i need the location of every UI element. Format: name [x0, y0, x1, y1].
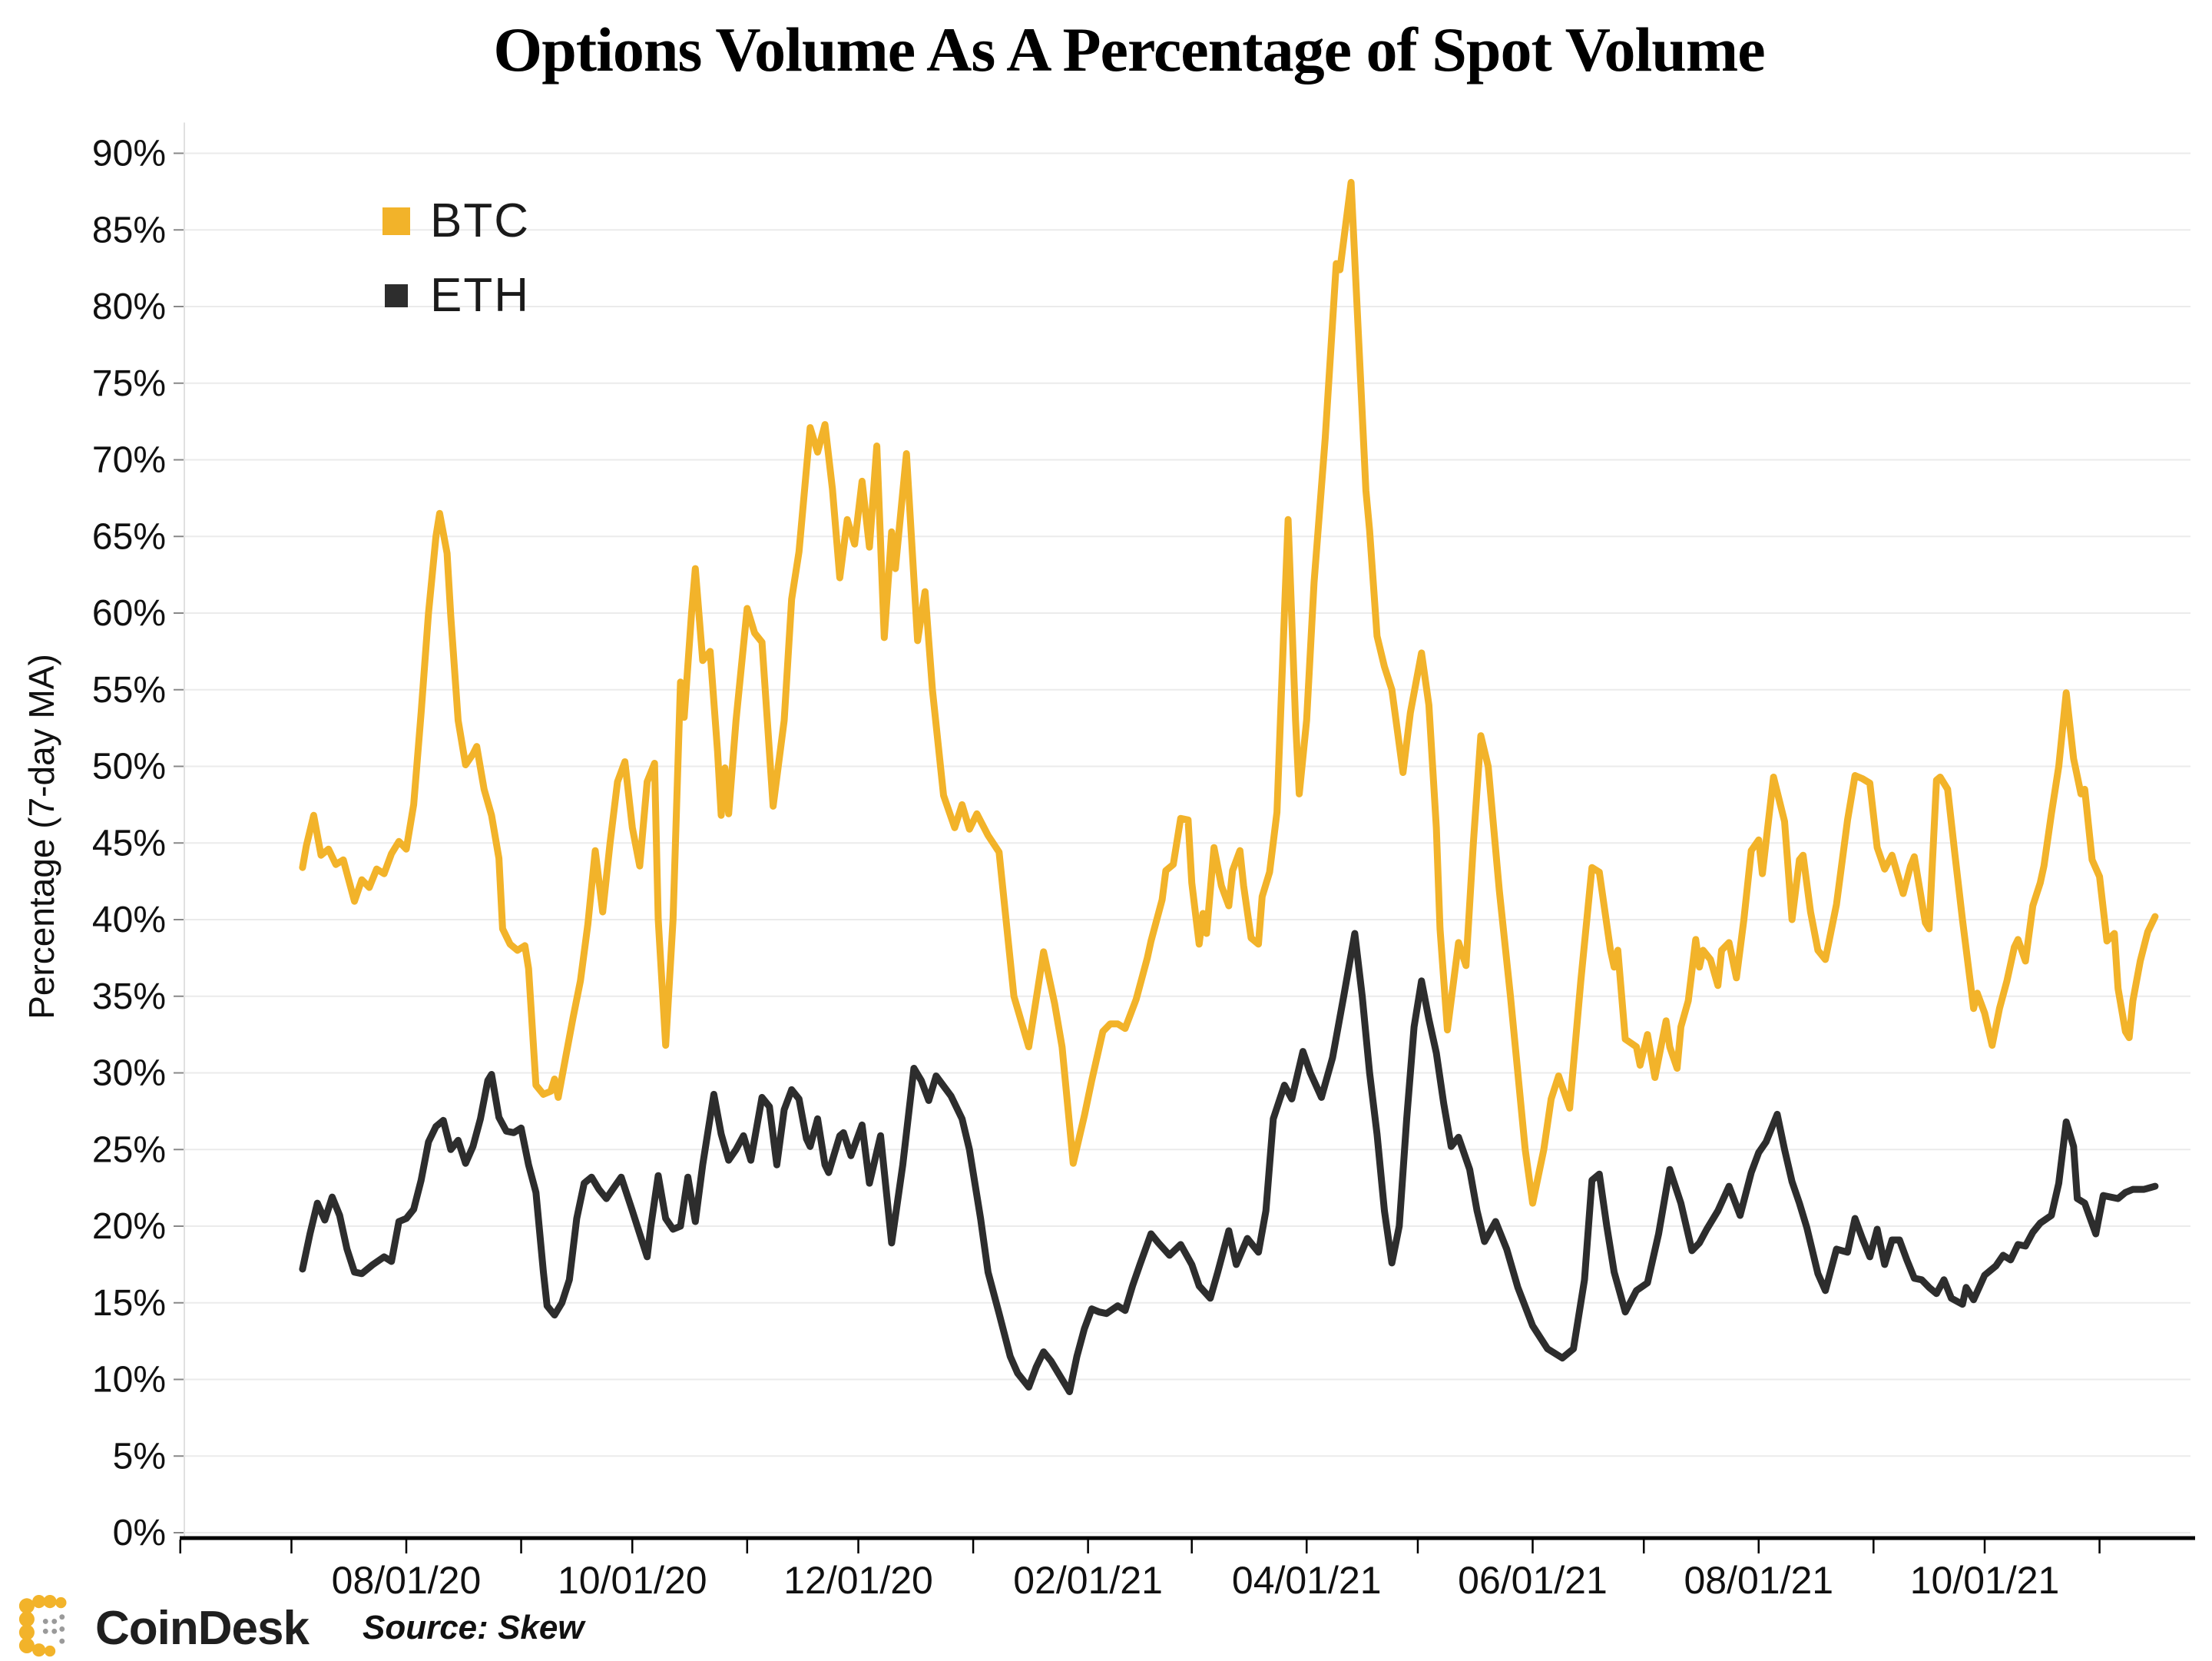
y-tick-label: 65%: [92, 516, 166, 557]
x-tick-label: 08/01/20: [332, 1559, 482, 1602]
legend-label-btc: BTC: [430, 194, 530, 247]
y-tick-label: 35%: [92, 976, 166, 1017]
coindesk-wordmark: CoinDesk: [95, 1601, 310, 1655]
y-tick-label: 45%: [92, 823, 166, 864]
y-tick-label: 0%: [113, 1513, 166, 1553]
y-tick-label: 70%: [92, 440, 166, 481]
x-tick-label: 10/01/20: [558, 1559, 707, 1602]
footer: CoinDesk Source: Skew: [17, 1595, 584, 1661]
y-tick-label: 85%: [92, 210, 166, 250]
y-tick-label: 20%: [92, 1206, 166, 1247]
series-line-eth: [299, 930, 2159, 1395]
source-credit: Source: Skew: [362, 1609, 584, 1646]
legend-label-eth: ETH: [430, 269, 530, 322]
x-tick-label: 10/01/21: [1910, 1559, 2060, 1602]
y-tick-label: 25%: [92, 1129, 166, 1170]
coindesk-logo-icon: [18, 1595, 67, 1657]
y-tick-label: 75%: [92, 363, 166, 404]
legend-item-eth: ETH: [382, 268, 530, 323]
x-tick-label: 06/01/21: [1458, 1559, 1608, 1602]
eth-swatch-icon: [385, 283, 408, 307]
y-tick-label: 60%: [92, 593, 166, 634]
y-tick-label: 10%: [92, 1360, 166, 1401]
y-tick-label: 80%: [92, 287, 166, 327]
y-tick-label: 30%: [92, 1053, 166, 1094]
y-tick-label: 15%: [92, 1283, 166, 1324]
y-tick-label: 90%: [92, 134, 166, 174]
chart-legend: BTC ETH: [382, 194, 530, 343]
series-line-btc: [299, 178, 2159, 1207]
btc-swatch-icon: [382, 207, 410, 235]
y-tick-label: 55%: [92, 670, 166, 711]
y-tick-label: 40%: [92, 900, 166, 940]
x-tick-label: 02/01/21: [1013, 1559, 1163, 1602]
x-tick-label: 12/01/20: [783, 1559, 933, 1602]
x-tick-label: 04/01/21: [1232, 1559, 1382, 1602]
legend-item-btc: BTC: [382, 194, 530, 248]
y-tick-label: 5%: [113, 1436, 166, 1477]
y-tick-label: 50%: [92, 747, 166, 787]
x-tick-label: 08/01/21: [1684, 1559, 1833, 1602]
page-title: Options Volume As A Percentage of Spot V…: [493, 15, 1765, 85]
